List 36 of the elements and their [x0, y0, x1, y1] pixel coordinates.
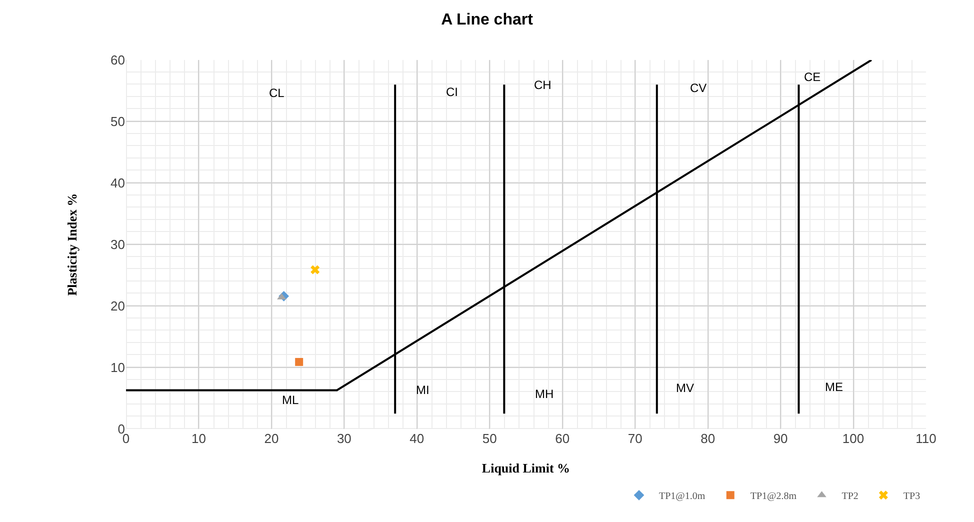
y-tick-label: 10 [110, 360, 125, 376]
x-tick-label: 90 [773, 431, 788, 446]
y-axis-title: Plasticity Index % [64, 193, 80, 296]
annotation: ME [825, 380, 843, 394]
x-tick-label: 70 [628, 431, 642, 446]
annotation: MI [416, 383, 430, 397]
chart-title: A Line chart [441, 11, 534, 28]
point [310, 265, 320, 274]
annotation: ML [282, 393, 299, 407]
x-tick-label: 100 [842, 431, 864, 446]
y-tick-label: 30 [110, 237, 125, 252]
annotation: CE [804, 70, 821, 84]
annotation: MV [676, 381, 694, 395]
x-tick-label: 20 [264, 431, 279, 446]
x-tick-label: 80 [700, 431, 716, 446]
x-tick-label: 40 [410, 431, 424, 446]
x-tick-label: 30 [336, 431, 352, 446]
legend-label: TP2 [842, 491, 858, 502]
annotation: CH [534, 78, 552, 92]
legend-label: TP3 [903, 491, 920, 502]
x-tick-label: 60 [555, 431, 570, 446]
y-tick-label: 60 [110, 52, 125, 68]
y-tick-label: 20 [110, 298, 125, 314]
point [295, 358, 304, 366]
y-tick-label: 50 [110, 114, 125, 130]
x-tick-label: 10 [191, 431, 206, 446]
legend-label: TP1@1.0m [659, 491, 706, 502]
x-axis-title: Liquid Limit % [482, 460, 570, 476]
annotation: CI [446, 85, 458, 99]
annotation: CV [690, 81, 707, 95]
x-tick-label: 110 [916, 431, 936, 446]
annotation: CL [269, 86, 285, 100]
annotation: MH [535, 387, 554, 401]
x-tick-label: 50 [482, 431, 497, 446]
legend-label: TP1@2.8m [750, 491, 797, 502]
y-tick-label: 40 [110, 176, 125, 191]
